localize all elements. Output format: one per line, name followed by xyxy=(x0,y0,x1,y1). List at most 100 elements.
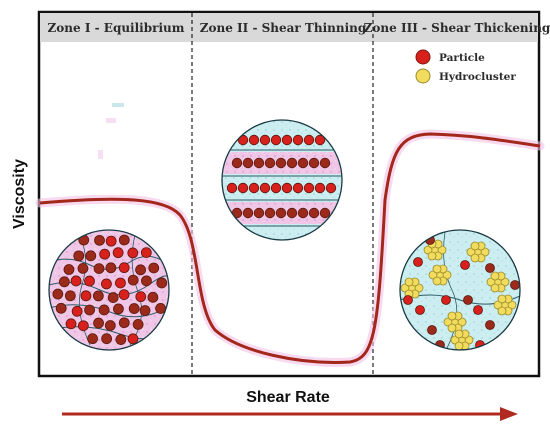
particle xyxy=(286,157,298,169)
particle xyxy=(281,182,293,194)
hydrocluster-particle xyxy=(442,270,452,280)
particle xyxy=(80,290,92,302)
zone-3-header xyxy=(373,13,538,42)
particle xyxy=(314,134,326,146)
hydrocluster-particle xyxy=(490,271,500,281)
hydrocluster-particle xyxy=(447,323,457,333)
zone-2-header xyxy=(192,13,373,42)
particle xyxy=(118,289,130,301)
particle xyxy=(101,278,112,290)
particle xyxy=(460,260,470,270)
hydrocluster-particle xyxy=(507,300,517,310)
particle xyxy=(77,320,89,332)
particle xyxy=(308,157,320,169)
particle xyxy=(104,320,116,331)
particle xyxy=(93,317,104,329)
particle xyxy=(473,305,483,315)
particle xyxy=(65,318,77,330)
particle xyxy=(242,157,254,169)
hydrocluster-particle xyxy=(493,300,503,310)
particle xyxy=(148,262,160,274)
particle xyxy=(155,303,167,314)
particle xyxy=(71,305,83,317)
particle xyxy=(259,182,271,194)
particle xyxy=(147,291,159,303)
particle xyxy=(127,333,139,345)
hydrocluster-particle xyxy=(454,341,464,350)
particle xyxy=(58,276,70,288)
particle xyxy=(297,157,309,169)
zone-1-title: Zone I - Equilibrium xyxy=(48,21,185,35)
hydrocluster-particle xyxy=(427,251,437,261)
particle xyxy=(485,320,495,330)
particle xyxy=(303,182,315,194)
particle xyxy=(55,302,67,314)
particle xyxy=(118,234,130,246)
shear-rate-arrow xyxy=(62,407,518,421)
particle xyxy=(281,134,293,146)
viscosity-curve xyxy=(39,132,541,364)
particle xyxy=(270,134,282,146)
particle xyxy=(427,325,437,335)
particle xyxy=(319,157,331,169)
hydrocluster-particle xyxy=(414,283,424,293)
legend-hydrocluster-label: Hydrocluster xyxy=(439,71,516,83)
particle xyxy=(270,182,282,194)
particle xyxy=(292,134,304,146)
particle xyxy=(237,182,249,194)
particle xyxy=(98,304,110,316)
hydrocluster-particle xyxy=(470,241,480,251)
particle xyxy=(113,303,124,315)
particle xyxy=(64,290,76,302)
hydrocluster-particle xyxy=(464,335,474,345)
particle xyxy=(93,263,105,275)
particle xyxy=(510,280,520,290)
hydrocluster-particle xyxy=(404,277,414,287)
particle xyxy=(248,134,260,146)
particle xyxy=(259,134,271,146)
particle xyxy=(127,247,139,259)
zone-1-suspension-illustration xyxy=(48,229,170,351)
particle xyxy=(118,317,130,329)
particle xyxy=(415,305,425,315)
hydrocluster-particle xyxy=(486,277,496,287)
hydrocluster-particle xyxy=(428,270,438,280)
particle xyxy=(403,295,413,305)
particle xyxy=(77,263,89,274)
particle xyxy=(132,319,144,330)
legend-particle-swatch xyxy=(415,49,431,65)
particle xyxy=(105,235,117,247)
particle xyxy=(253,157,265,169)
particle xyxy=(63,264,75,275)
hydrocluster-particle xyxy=(457,317,467,327)
particle xyxy=(52,288,64,300)
particle xyxy=(105,262,117,274)
particle xyxy=(99,248,111,260)
zone-3-title: Zone III - Shear Thickening xyxy=(364,21,550,35)
particle xyxy=(264,207,276,219)
particle xyxy=(297,207,309,219)
zone-1-header xyxy=(40,13,192,42)
particle xyxy=(231,157,243,169)
hydrocluster-particle xyxy=(470,253,480,263)
particle xyxy=(139,305,151,316)
particle xyxy=(286,207,298,219)
particle xyxy=(85,250,97,262)
particle xyxy=(264,157,276,169)
legend-particle-label: Particle xyxy=(439,52,485,64)
particle xyxy=(94,234,105,246)
hydrocluster-particle xyxy=(497,306,507,316)
particle xyxy=(441,295,451,305)
particle xyxy=(319,207,331,219)
hydrocluster-particle xyxy=(490,283,500,293)
decorative-marks xyxy=(98,103,124,159)
y-axis-label: Viscosity xyxy=(11,159,28,229)
particle xyxy=(308,207,320,219)
particle xyxy=(226,182,238,194)
particle xyxy=(84,275,95,287)
hydrocluster-particle xyxy=(423,245,433,255)
hydrocluster-particle xyxy=(454,329,464,339)
particle xyxy=(115,277,126,289)
particle xyxy=(314,182,326,194)
